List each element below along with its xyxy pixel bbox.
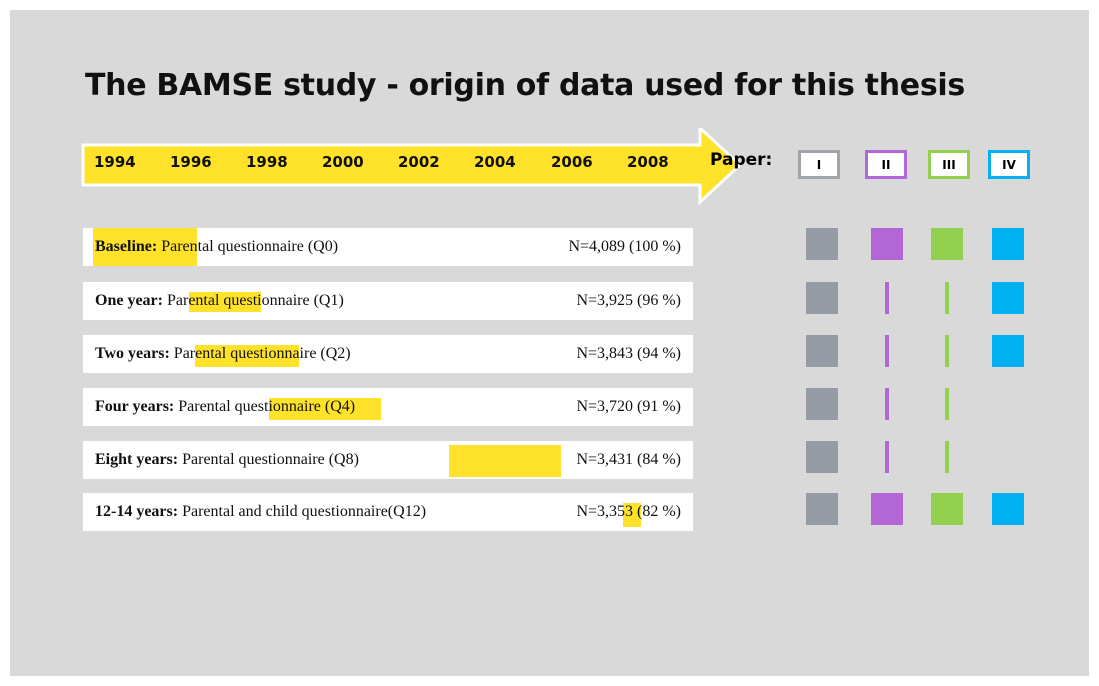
n-count: N=3,925	[576, 292, 634, 309]
percent: (84 %)	[637, 451, 681, 468]
paper-tick	[945, 282, 949, 314]
paper-label: Paper:	[710, 150, 773, 170]
highlight	[623, 503, 641, 527]
n-count: N=3,720	[576, 398, 634, 415]
paper-square	[992, 282, 1024, 314]
wave-row: Baseline: Parental questionnaire (Q0) N=4…	[83, 228, 693, 266]
row-label: Baseline:	[95, 238, 158, 255]
paper-tick	[885, 335, 889, 367]
year: 1994	[94, 153, 136, 171]
n-count: N=4,089	[568, 238, 626, 255]
highlight	[189, 292, 261, 312]
percent: (96 %)	[637, 292, 681, 309]
row-count: N=3,353 (82 %)	[576, 503, 681, 521]
wave-row: One year: Parental questionnaire (Q1) N=3…	[83, 282, 693, 320]
row-description: Parental questionnaire (Q8)	[182, 451, 359, 468]
n-count: N=3,843	[576, 345, 634, 362]
highlight	[449, 445, 561, 477]
paper-box: I	[798, 150, 840, 179]
row-description: Parental questionnaire (Q4)	[178, 398, 356, 415]
year: 2006	[551, 153, 593, 171]
paper-tick	[945, 388, 949, 420]
percent: (91 %)	[637, 398, 681, 415]
paper-square	[992, 493, 1024, 525]
paper-square	[992, 335, 1024, 367]
percent: (100 %)	[629, 238, 681, 255]
row-count: N=3,720 (91 %)	[576, 398, 681, 416]
n-count: N=3,353	[576, 503, 634, 520]
paper-tick	[945, 441, 949, 473]
year: 2000	[322, 153, 364, 171]
timeline-arrow	[81, 128, 740, 206]
paper-square	[931, 228, 963, 260]
paper-tick	[885, 441, 889, 473]
row-text: One year: Parental questionnaire (Q1)	[95, 292, 344, 310]
highlight	[93, 228, 197, 266]
title: The BAMSE study - origin of data used fo…	[85, 68, 965, 103]
highlight	[195, 345, 299, 367]
row-count: N=3,925 (96 %)	[576, 292, 681, 310]
row-text: Eight years: Parental questionnaire (Q8)	[95, 451, 359, 469]
row-label: Eight years:	[95, 451, 179, 468]
highlight	[269, 398, 381, 420]
row-description: Parental questionnaire (Q0)	[161, 238, 339, 255]
row-label: 12-14 years:	[95, 503, 179, 520]
paper-square	[806, 441, 838, 473]
row-text: Four years: Parental questionnaire (Q4)	[95, 398, 355, 416]
percent: (82 %)	[637, 503, 681, 520]
paper-square	[931, 493, 963, 525]
paper-tick	[945, 335, 949, 367]
paper-tick	[885, 282, 889, 314]
slide: The BAMSE study - origin of data used fo…	[10, 10, 1089, 676]
row-label: Two years:	[95, 345, 170, 362]
year: 1998	[246, 153, 288, 171]
year: 1996	[170, 153, 212, 171]
row-text: Two years: Parental questionnaire (Q2)	[95, 345, 351, 363]
paper-box: II	[865, 150, 907, 179]
wave-row: Two years: Parental questionnaire (Q2) N=…	[83, 335, 693, 373]
paper-square	[806, 388, 838, 420]
row-text: Baseline: Parental questionnaire (Q0)	[95, 238, 338, 256]
row-description: Parental questionnaire (Q1)	[166, 292, 344, 309]
paper-box: IV	[988, 150, 1030, 179]
row-label: One year:	[95, 292, 163, 309]
row-count: N=4,089 (100 %)	[568, 238, 681, 256]
paper-square	[806, 335, 838, 367]
paper-square	[992, 228, 1024, 260]
paper-square	[806, 493, 838, 525]
paper-box: III	[928, 150, 970, 179]
row-count: N=3,843 (94 %)	[576, 345, 681, 363]
wave-row: Four years: Parental questionnaire (Q4) N…	[83, 388, 693, 426]
paper-square	[806, 228, 838, 260]
n-count: N=3,431	[576, 451, 634, 468]
row-count: N=3,431 (84 %)	[576, 451, 681, 469]
wave-row: Eight years: Parental questionnaire (Q8)…	[83, 441, 693, 479]
year: 2002	[398, 153, 440, 171]
year: 2004	[474, 153, 516, 171]
paper-square	[806, 282, 838, 314]
year: 2008	[627, 153, 669, 171]
wave-row: 12-14 years: Parental and child question…	[83, 493, 693, 531]
percent: (94 %)	[637, 345, 681, 362]
paper-square	[871, 228, 903, 260]
row-label: Four years:	[95, 398, 175, 415]
row-description: Parental questionnaire (Q2)	[173, 345, 351, 362]
paper-square	[871, 493, 903, 525]
row-description: Parental and child questionnaire(Q12)	[182, 503, 427, 520]
row-text: 12-14 years: Parental and child question…	[95, 503, 426, 521]
paper-tick	[885, 388, 889, 420]
